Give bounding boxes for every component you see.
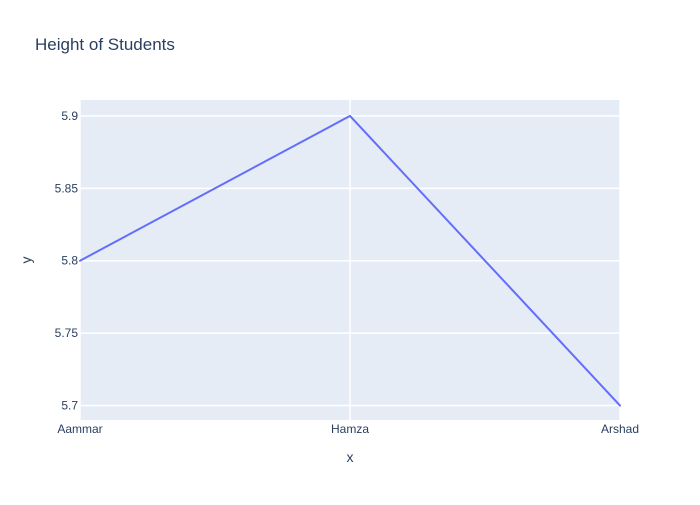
y-tick-label: 5.75	[55, 326, 79, 340]
x-axis-title: x	[347, 449, 354, 465]
x-tick-label: Arshad	[601, 422, 639, 436]
y-tick-label: 5.7	[61, 399, 78, 413]
y-tick-label: 5.85	[55, 181, 79, 195]
y-tick-label: 5.9	[61, 109, 78, 123]
x-tick-label: Hamza	[331, 422, 369, 436]
series-layer	[79, 114, 621, 407]
y-axis-ticks: 5.7 5.75 5.8 5.85 5.9	[55, 109, 79, 413]
x-axis-ticks: Aammar Hamza Arshad	[57, 422, 639, 436]
y-axis-title: y	[18, 257, 34, 264]
y-tick-label: 5.8	[61, 254, 78, 268]
gridlines	[79, 100, 621, 420]
x-tick-label: Aammar	[57, 422, 102, 436]
chart-title: Height of Students	[35, 35, 175, 54]
series-line	[79, 114, 621, 407]
